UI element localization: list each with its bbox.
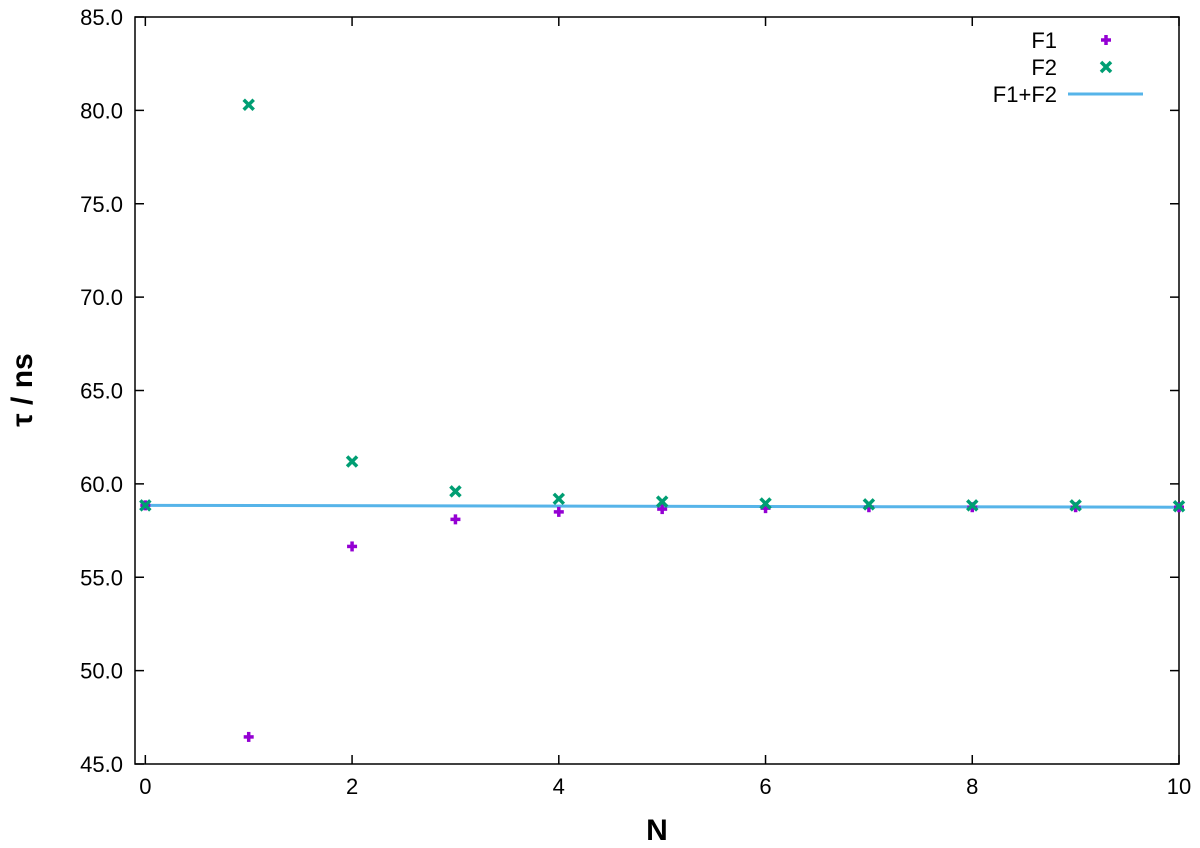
y-axis-ticks: 45.0 50.0 55.0 60.0 65.0 70.0 75.0 80.0 85.0 xyxy=(80,5,1179,777)
y-tick-label: 55.0 xyxy=(80,565,123,590)
data-point-f1 xyxy=(450,514,461,525)
legend-label: F1 xyxy=(1031,28,1057,53)
y-tick-label: 75.0 xyxy=(80,192,123,217)
data-point-f2 xyxy=(552,492,566,506)
data-point-f2 xyxy=(345,455,359,468)
data-point-f1 xyxy=(553,506,564,517)
y-tick-label: 60.0 xyxy=(80,472,123,497)
data-point-f2 xyxy=(655,495,669,508)
x-tick-label: 2 xyxy=(346,774,358,799)
y-tick-label: 70.0 xyxy=(80,285,123,310)
data-point-f2 xyxy=(1069,499,1082,512)
x-axis-title: N xyxy=(646,814,668,847)
legend-label: F2 xyxy=(1031,55,1057,80)
y-tick-label: 45.0 xyxy=(80,752,123,777)
data-point-f2 xyxy=(1172,500,1186,513)
data-point-f1 xyxy=(347,541,358,552)
y-axis-title: τ / ns xyxy=(6,353,39,426)
x-tick-label: 4 xyxy=(553,774,565,799)
legend-swatch-marker xyxy=(1099,60,1113,74)
x-axis-ticks: 0 2 4 6 8 10 xyxy=(139,17,1191,799)
series-layer xyxy=(139,98,1186,742)
data-point-f1 xyxy=(657,504,668,515)
data-point-f2 xyxy=(242,98,255,112)
data-point-f2 xyxy=(759,497,772,510)
y-tick-label: 85.0 xyxy=(80,5,123,30)
y-tick-label: 80.0 xyxy=(80,98,123,123)
y-tick-label: 50.0 xyxy=(80,659,123,684)
x-tick-label: 8 xyxy=(966,774,978,799)
x-tick-label: 0 xyxy=(139,774,151,799)
x-tick-label: 10 xyxy=(1167,774,1191,799)
legend-label: F1+F2 xyxy=(993,82,1057,107)
data-point-f2 xyxy=(449,485,462,498)
data-point-f2 xyxy=(139,499,152,512)
data-point-f2 xyxy=(966,499,979,512)
plot-frame xyxy=(134,16,1180,765)
data-point-f1 xyxy=(243,731,254,742)
x-tick-label: 6 xyxy=(759,774,771,799)
data-point-f2 xyxy=(862,498,876,511)
legend-swatch-marker xyxy=(1101,35,1111,45)
y-tick-label: 65.0 xyxy=(80,379,123,404)
